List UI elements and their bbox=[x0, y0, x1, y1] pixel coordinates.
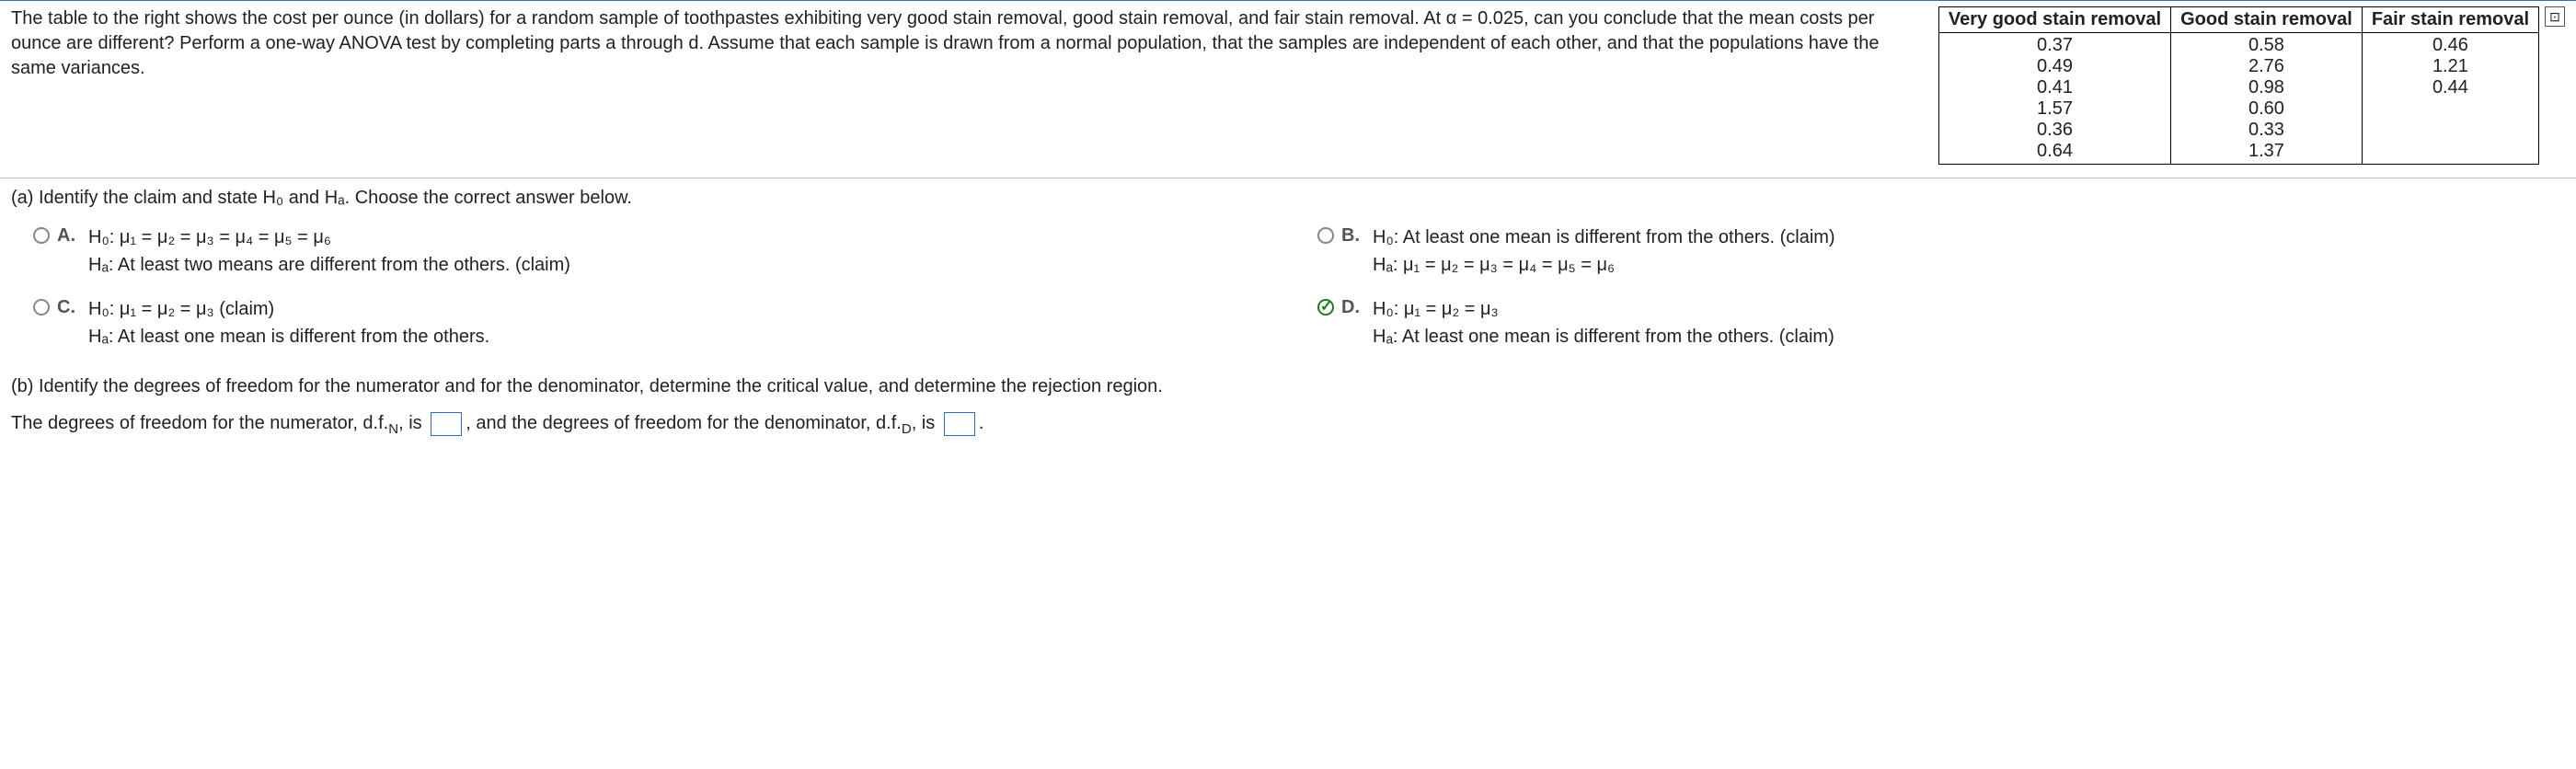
data-table: Very good stain removal Good stain remov… bbox=[1938, 6, 2539, 165]
choice-a[interactable]: A. H₀: μ₁ = μ₂ = μ₃ = μ₄ = μ₅ = μ₆ Hₐ: A… bbox=[33, 224, 1281, 279]
table-cell: 0.46 1.21 0.44 bbox=[2362, 33, 2538, 165]
radio-c[interactable] bbox=[33, 299, 50, 316]
table-cell: 0.37 0.49 0.41 1.57 0.36 0.64 bbox=[1938, 33, 2170, 165]
dfd-input[interactable] bbox=[944, 412, 975, 436]
choice-c[interactable]: C. H₀: μ₁ = μ₂ = μ₃ (claim) Hₐ: At least… bbox=[33, 295, 1281, 350]
radio-b[interactable] bbox=[1317, 227, 1334, 244]
answer-choices: A. H₀: μ₁ = μ₂ = μ₃ = μ₄ = μ₅ = μ₆ Hₐ: A… bbox=[0, 212, 2576, 367]
choice-body: H₀: μ₁ = μ₂ = μ₃ (claim) Hₐ: At least on… bbox=[88, 295, 489, 350]
choice-label: B. bbox=[1341, 225, 1360, 247]
choice-body: H₀: μ₁ = μ₂ = μ₃ Hₐ: At least one mean i… bbox=[1373, 295, 1834, 350]
col-header: Very good stain removal bbox=[1938, 7, 2170, 33]
radio-a[interactable] bbox=[33, 227, 50, 244]
col-header: Good stain removal bbox=[2171, 7, 2363, 33]
choice-d[interactable]: D. H₀: μ₁ = μ₂ = μ₃ Hₐ: At least one mea… bbox=[1317, 295, 2565, 350]
col-header: Fair stain removal bbox=[2362, 7, 2538, 33]
part-b-fill: The degrees of freedom for the numerator… bbox=[0, 401, 2576, 457]
part-a-question: (a) Identify the claim and state H₀ and … bbox=[0, 178, 2576, 212]
choice-b[interactable]: B. H₀: At least one mean is different fr… bbox=[1317, 224, 2565, 279]
choice-body: H₀: At least one mean is different from … bbox=[1373, 224, 1835, 279]
choice-label: D. bbox=[1341, 297, 1360, 318]
part-b-question: (b) Identify the degrees of freedom for … bbox=[0, 367, 2576, 401]
problem-prompt: The table to the right shows the cost pe… bbox=[11, 6, 1938, 81]
table-cell: 0.58 2.76 0.98 0.60 0.33 1.37 bbox=[2171, 33, 2363, 165]
choice-label: C. bbox=[57, 297, 75, 318]
expand-table-icon[interactable]: ⊡ bbox=[2545, 6, 2565, 27]
dfn-input[interactable] bbox=[431, 412, 462, 436]
choice-body: H₀: μ₁ = μ₂ = μ₃ = μ₄ = μ₅ = μ₆ Hₐ: At l… bbox=[88, 224, 570, 279]
choice-label: A. bbox=[57, 225, 75, 247]
radio-d[interactable] bbox=[1317, 299, 1334, 316]
